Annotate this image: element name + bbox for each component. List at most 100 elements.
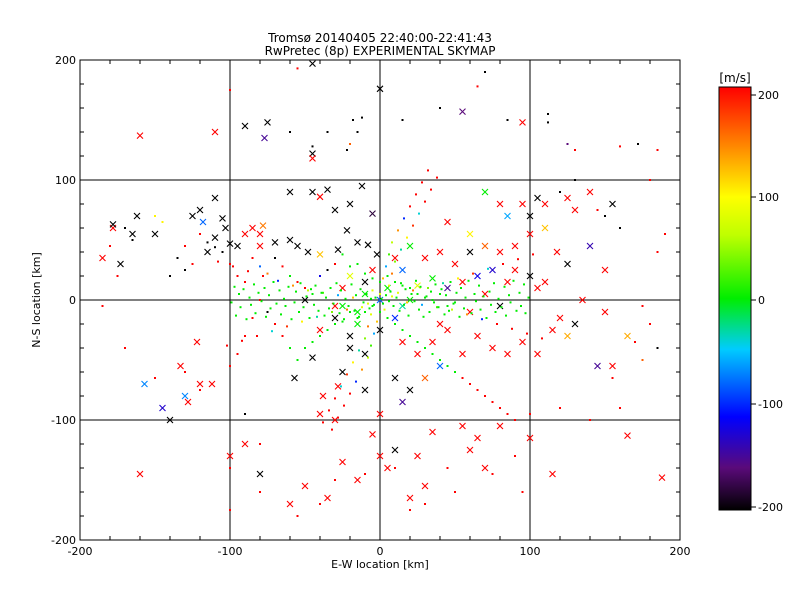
data-point-x xyxy=(601,266,609,274)
data-point-dot xyxy=(664,233,666,235)
data-point-x xyxy=(369,431,376,438)
data-point-x xyxy=(474,434,481,442)
data-point-dot xyxy=(332,302,335,305)
data-point-dot xyxy=(349,392,351,395)
data-point-x xyxy=(429,428,436,436)
data-point-dot xyxy=(403,217,405,220)
data-point-x xyxy=(564,332,571,340)
data-point-dot xyxy=(376,320,378,323)
data-points xyxy=(99,60,666,517)
data-point-x xyxy=(291,374,298,382)
data-point-dot xyxy=(368,307,371,310)
data-point-dot xyxy=(328,409,330,412)
data-point-dot xyxy=(430,290,432,293)
data-point-dot xyxy=(281,335,284,337)
data-point-x xyxy=(199,218,207,226)
data-point-dot xyxy=(386,317,389,319)
data-point-x xyxy=(496,248,504,256)
data-point-x xyxy=(219,215,226,222)
data-point-x xyxy=(334,246,342,253)
data-point-x xyxy=(658,474,666,481)
data-point-dot xyxy=(412,224,414,227)
data-point-dot xyxy=(334,397,336,400)
data-point-dot xyxy=(251,257,254,259)
data-point-dot xyxy=(361,116,363,119)
data-point-dot xyxy=(361,306,363,309)
data-point-dot xyxy=(319,275,321,277)
data-point-x xyxy=(466,248,474,256)
y-tick-label: -100 xyxy=(51,414,76,427)
data-point-x xyxy=(504,278,511,286)
data-point-dot xyxy=(487,267,489,270)
data-point-dot xyxy=(656,251,659,253)
data-point-dot xyxy=(346,373,348,376)
data-point-dot xyxy=(334,323,336,325)
data-point-x xyxy=(358,182,366,190)
data-point-x xyxy=(429,338,436,346)
data-point-x xyxy=(444,326,451,334)
data-point-x xyxy=(459,278,466,286)
chart-title: Tromsø 20140405 22:40:00-22:41:43 xyxy=(267,31,492,45)
data-point-dot xyxy=(470,312,473,315)
data-point-dot xyxy=(412,289,414,292)
data-point-dot xyxy=(383,308,386,311)
data-point-x xyxy=(193,338,201,346)
data-point-dot xyxy=(401,329,404,331)
data-point-dot xyxy=(355,294,357,297)
data-point-dot xyxy=(310,288,312,291)
data-point-dot xyxy=(259,491,261,493)
data-point-x xyxy=(414,350,421,358)
data-point-dot xyxy=(226,344,228,347)
data-point-x xyxy=(309,60,316,67)
data-point-dot xyxy=(124,227,126,229)
data-point-dot xyxy=(221,251,224,253)
data-point-dot xyxy=(434,283,437,286)
data-point-dot xyxy=(367,302,369,305)
data-point-x xyxy=(184,398,192,406)
data-point-dot xyxy=(245,318,248,321)
data-point-x xyxy=(399,266,406,274)
data-point-dot xyxy=(524,312,527,315)
data-point-dot xyxy=(382,302,384,305)
data-point-dot xyxy=(184,269,186,271)
data-point-dot xyxy=(416,341,419,343)
data-point-dot xyxy=(619,145,621,148)
data-point-x xyxy=(519,338,526,346)
data-point-dot xyxy=(343,318,345,321)
data-point-x xyxy=(534,284,541,292)
data-point-x xyxy=(117,260,124,268)
y-tick-label: 200 xyxy=(55,54,76,67)
data-point-dot xyxy=(439,107,441,109)
data-point-x xyxy=(189,212,196,220)
data-point-x xyxy=(136,470,144,478)
data-point-dot xyxy=(293,301,296,304)
data-point-x xyxy=(226,452,234,460)
data-point-dot xyxy=(476,389,479,391)
data-point-x xyxy=(421,482,429,490)
data-point-dot xyxy=(340,289,342,292)
data-point-dot xyxy=(497,297,500,300)
data-point-dot xyxy=(184,245,186,247)
data-point-dot xyxy=(436,306,438,309)
data-point-x xyxy=(459,350,466,358)
data-point-x xyxy=(316,251,324,258)
data-point-dot xyxy=(298,311,300,313)
data-point-dot xyxy=(311,293,314,295)
data-point-dot xyxy=(154,215,156,217)
data-point-dot xyxy=(505,314,507,317)
data-point-x xyxy=(609,200,616,208)
data-point-x xyxy=(391,446,399,454)
data-point-dot xyxy=(437,306,440,309)
data-point-dot xyxy=(335,282,338,285)
data-point-dot xyxy=(388,284,390,287)
data-point-dot xyxy=(296,67,299,70)
data-point-x xyxy=(556,314,564,322)
data-point-dot xyxy=(302,306,305,309)
data-point-dot xyxy=(260,300,263,303)
data-point-dot xyxy=(394,467,396,469)
data-point-dot xyxy=(239,306,242,309)
data-point-dot xyxy=(244,281,246,283)
data-point-dot xyxy=(452,302,455,305)
data-point-dot xyxy=(656,347,659,349)
data-point-dot xyxy=(380,297,383,300)
